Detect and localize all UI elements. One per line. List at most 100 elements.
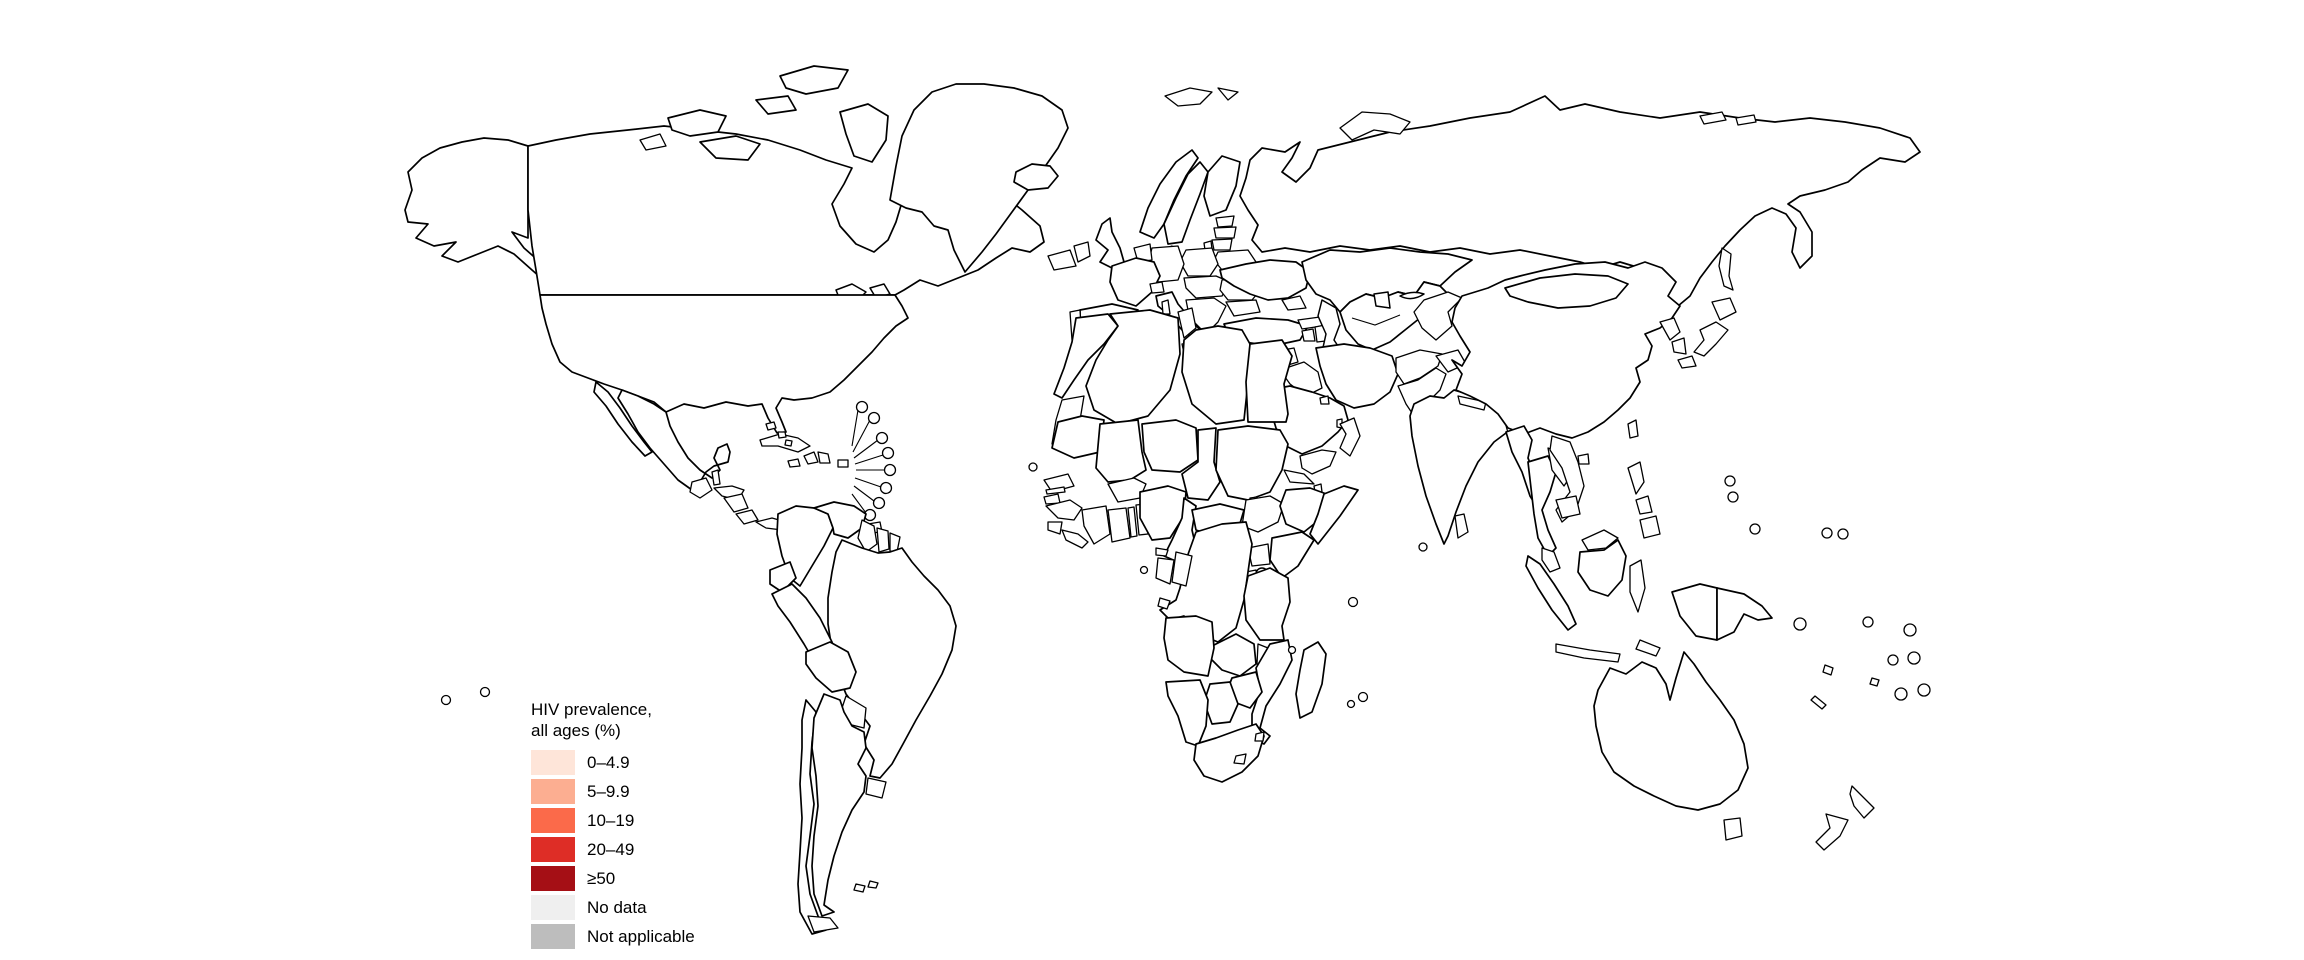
country-usa [539, 294, 909, 434]
country-bolivia [805, 641, 857, 693]
uzbek-turkmen-border [1351, 314, 1401, 326]
country-tanzania [1243, 567, 1291, 641]
legend-swatch-0-4-9 [531, 750, 575, 775]
country-togo [1127, 506, 1138, 538]
legend-label: 5–9.9 [587, 781, 630, 801]
country-ukraine [1219, 259, 1311, 301]
country-sudan [1215, 425, 1289, 501]
legend-label: Not applicable [587, 926, 695, 946]
legend-row: 20–49 [531, 837, 761, 862]
country-indonesia-java [1555, 643, 1621, 663]
country-central-europe [1183, 275, 1231, 299]
country-south-sudan [1241, 495, 1285, 533]
country-egypt [1245, 339, 1293, 423]
country-uk [1095, 217, 1125, 269]
pacific-island-circle [1917, 683, 1931, 697]
antilles-island-circle [875, 431, 889, 445]
country-indonesia-sulawesi [1629, 559, 1646, 613]
country-chad [1181, 427, 1221, 501]
pacific-island-circle [1837, 528, 1849, 540]
country-gambia [1045, 486, 1066, 495]
country-canada-baffin [839, 103, 889, 163]
country-mongolia [1504, 273, 1629, 309]
pacific-island-circle [1903, 623, 1917, 637]
mauritius-island [1357, 691, 1369, 703]
country-bulgaria [1225, 299, 1261, 317]
country-japan-hokkaido [1711, 297, 1737, 321]
antilles-island-circle [855, 400, 869, 414]
country-haiti [803, 451, 819, 465]
country-bahamas [784, 439, 793, 447]
country-cambodia [1555, 495, 1581, 519]
country-canada-victoria [699, 135, 761, 161]
country-indonesia-kalimantan [1577, 539, 1627, 597]
pacific-island-circle [1727, 491, 1739, 503]
country-eritrea [1283, 469, 1315, 485]
country-costa-rica [735, 509, 759, 525]
country-taiwan [1627, 419, 1639, 439]
country-eswatini [1254, 731, 1265, 742]
legend-row: 10–19 [531, 808, 761, 833]
pacific-island-circle [1907, 651, 1921, 665]
legend-label: 0–4.9 [587, 752, 630, 772]
country-ukraine-crimea [1281, 295, 1307, 311]
country-south-korea [1671, 337, 1687, 355]
country-venezuela [813, 501, 867, 539]
country-ghana [1107, 507, 1131, 543]
country-australia-tasmania [1723, 817, 1743, 841]
country-mali [1095, 419, 1147, 483]
reunion-island [1346, 699, 1356, 709]
cape-verde-island [1028, 462, 1038, 472]
galapagos-island-circle [479, 686, 491, 698]
country-iraq [1279, 361, 1323, 397]
pacific-island-circle [1724, 475, 1736, 487]
maldives-island [1418, 542, 1428, 552]
legend-swatch-10-19 [531, 808, 575, 833]
country-canada-newfoundland [1047, 249, 1077, 271]
antilles-island-circle [872, 496, 886, 510]
country-estonia [1215, 215, 1235, 228]
legend-label: ≥50 [587, 868, 616, 888]
legend-row: No data [531, 895, 761, 920]
map-layer [404, 65, 1931, 935]
country-poland [1179, 247, 1219, 277]
antilles-leader-lines [851, 409, 885, 514]
country-philippines-luzon [1627, 461, 1645, 495]
country-malaysia [1541, 547, 1561, 573]
legend-row: ≥50 [531, 866, 761, 891]
country-guatemala [689, 477, 713, 499]
country-kenya [1269, 531, 1315, 579]
country-iceland [1013, 163, 1059, 191]
country-finland [1203, 155, 1241, 217]
country-botswana [1203, 681, 1239, 725]
country-sri-lanka [1454, 513, 1469, 539]
country-guyana [857, 519, 878, 553]
country-equatorial-guinea [1155, 547, 1169, 557]
country-canada-island [639, 133, 667, 151]
pacific-island-circle [1793, 617, 1807, 631]
country-lesotho [1233, 753, 1247, 765]
legend-row: 5–9.9 [531, 779, 761, 804]
country-canada-banks [667, 109, 727, 137]
country-switzerland [1149, 281, 1165, 294]
falkland-islands [867, 880, 879, 889]
country-philippines-mindanao [1639, 515, 1661, 539]
country-tunisia [1177, 307, 1197, 339]
country-lithuania [1211, 238, 1233, 251]
country-niger [1141, 419, 1199, 473]
country-philippines-visayas [1635, 495, 1653, 515]
legend-label: 20–49 [587, 839, 635, 859]
country-suriname [876, 527, 890, 553]
legend-swatch-5-9-9 [531, 779, 575, 804]
galapagos-island-circle [440, 694, 452, 706]
country-australia [1593, 651, 1749, 811]
lake-balkhash [1399, 291, 1425, 300]
antilles-island-circle [879, 481, 893, 495]
country-mexico-baja [593, 381, 653, 457]
country-canada-ellesmere [779, 65, 849, 95]
country-angola [1163, 615, 1215, 677]
sao-tome-island [1139, 565, 1149, 575]
country-congo [1171, 551, 1193, 587]
country-sweden [1163, 161, 1209, 245]
